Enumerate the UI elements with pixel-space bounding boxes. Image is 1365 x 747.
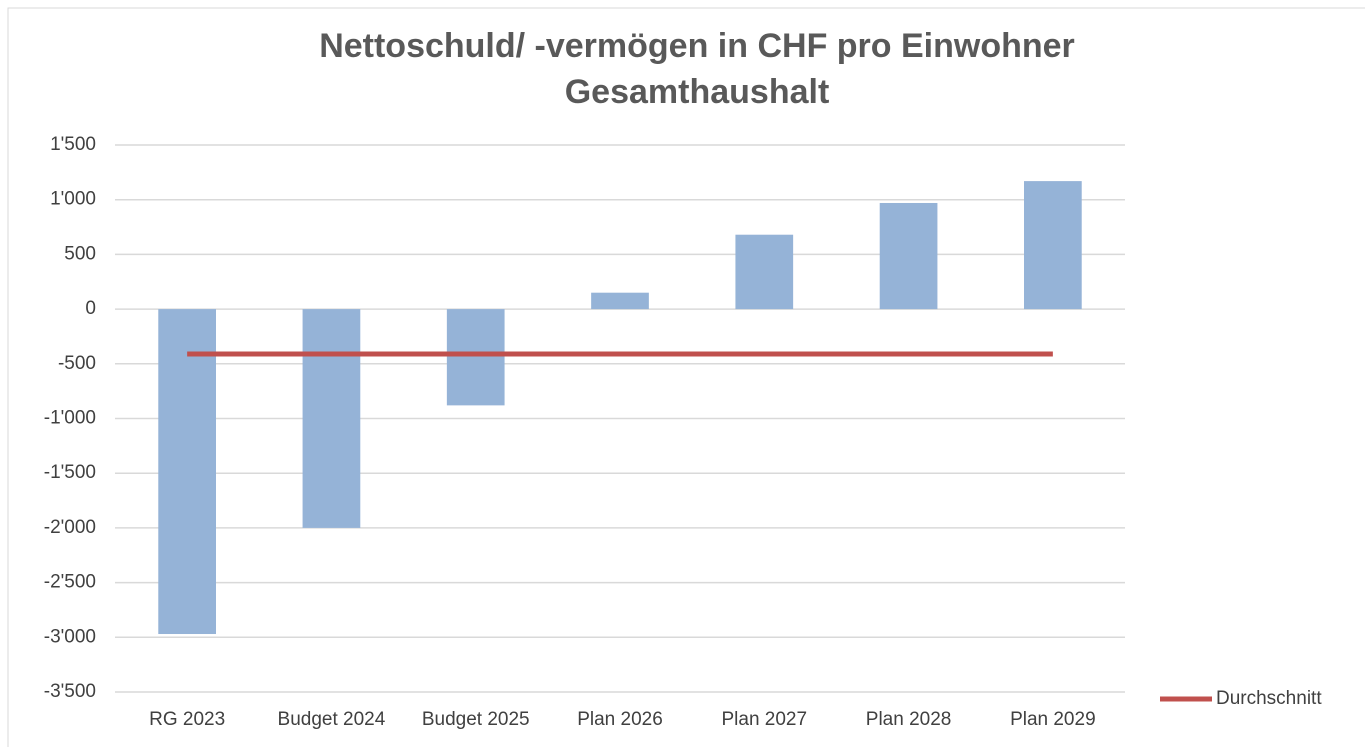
bar <box>158 309 216 635</box>
y-tick-label: -2'000 <box>44 517 96 538</box>
chart-title: Nettoschuld/ -vermögen in CHF pro Einwoh… <box>319 27 1075 65</box>
y-tick-label: -1'500 <box>44 462 96 483</box>
x-tick-label: Budget 2025 <box>422 709 530 730</box>
x-tick-label: Budget 2024 <box>278 709 386 730</box>
bar <box>735 234 794 310</box>
bar <box>591 292 649 310</box>
legend-label: Durchschnitt <box>1216 688 1322 709</box>
bar <box>446 309 505 406</box>
y-tick-label: 1'000 <box>50 189 96 210</box>
chart-title: Gesamthaushalt <box>565 73 830 111</box>
x-tick-label: Plan 2027 <box>721 709 807 730</box>
y-tick-label: -1'000 <box>44 408 96 429</box>
chart-border <box>7 7 1365 747</box>
x-tick-label: RG 2023 <box>149 709 225 730</box>
x-tick-label: Plan 2026 <box>577 709 663 730</box>
bar <box>302 309 361 528</box>
x-tick-label: Plan 2028 <box>866 709 952 730</box>
bar <box>879 202 938 310</box>
y-tick-label: 500 <box>64 243 96 264</box>
bar <box>1024 181 1082 310</box>
y-tick-label: -3'000 <box>44 626 96 647</box>
y-tick-label: -3'500 <box>44 681 96 702</box>
y-tick-label: -500 <box>58 353 96 374</box>
y-tick-label: 1'500 <box>50 134 96 155</box>
x-tick-label: Plan 2029 <box>1010 709 1096 730</box>
y-tick-label: 0 <box>85 298 96 319</box>
y-tick-label: -2'500 <box>44 572 96 593</box>
